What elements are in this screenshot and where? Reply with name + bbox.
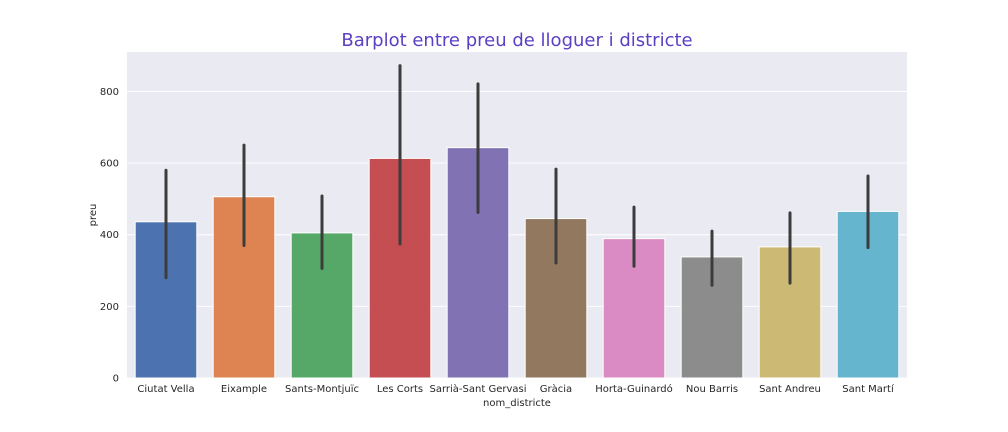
- x-axis-label: nom_districte: [483, 398, 551, 409]
- y-tick-label: 0: [113, 374, 119, 385]
- x-tick-label: Sarrià-Sant Gervasi: [430, 383, 527, 395]
- x-tick-label: Ciutat Vella: [137, 384, 194, 395]
- x-tick-label: Sant Andreu: [759, 384, 821, 395]
- x-tick-label: Eixample: [221, 384, 267, 395]
- x-tick-label: Horta-Guinardó: [595, 383, 673, 395]
- y-tick-labels: 0 200 400 600 800: [100, 87, 119, 385]
- y-axis-label: preu: [88, 204, 99, 227]
- error-bars: [164, 64, 870, 287]
- x-tick-label: Gràcia: [540, 383, 572, 395]
- x-tick-label: Nou Barris: [686, 384, 738, 395]
- x-tick-label: Sants-Montjuïc: [285, 384, 359, 395]
- y-tick-label: 400: [100, 230, 119, 241]
- y-tick-label: 600: [100, 159, 119, 170]
- x-tick-labels: Ciutat Vella Eixample Sants-Montjuïc Les Co…: [137, 383, 895, 395]
- y-tick-label: 200: [100, 302, 119, 313]
- chart-title: Barplot entre preu de lloguer i district…: [341, 30, 692, 51]
- y-tick-label: 800: [100, 87, 119, 98]
- x-tick-label: Les Corts: [377, 384, 423, 395]
- x-tick-label: Sant Martí: [842, 383, 895, 395]
- bar-3: [368, 157, 432, 379]
